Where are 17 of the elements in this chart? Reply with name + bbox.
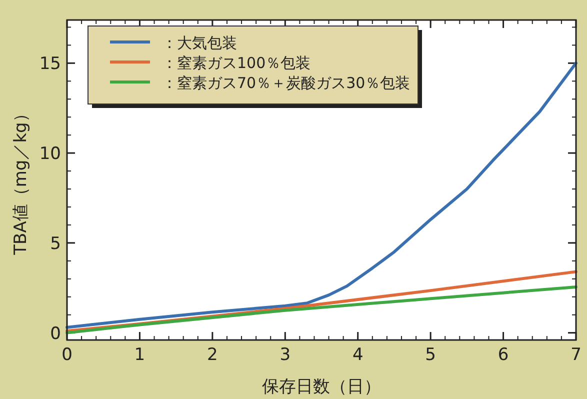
x-tick-label: 4: [352, 345, 364, 365]
legend-label: ：窒素ガス100％包装: [162, 54, 311, 72]
y-tick-label: 0: [50, 324, 61, 344]
y-tick-label: 5: [50, 234, 61, 254]
line-series: [66, 285, 578, 334]
x-tick-label: 6: [498, 345, 509, 365]
legend-label: ：窒素ガス70％＋炭酸ガス30％包装: [162, 74, 410, 92]
x-tick-label: 1: [134, 345, 146, 365]
y-tick-label: 10: [39, 144, 61, 164]
legend-label: ：大気包装: [162, 34, 237, 52]
x-tick-label: 7: [570, 345, 582, 365]
y-tick-label: 15: [39, 54, 61, 74]
x-tick-label: 2: [207, 345, 218, 365]
x-tick-label: 3: [280, 345, 291, 365]
x-axis-title: 保存日数（日）: [262, 377, 381, 397]
x-tick-label: 5: [425, 345, 436, 365]
y-axis-title: TBA値（mg／kg）: [11, 105, 31, 256]
